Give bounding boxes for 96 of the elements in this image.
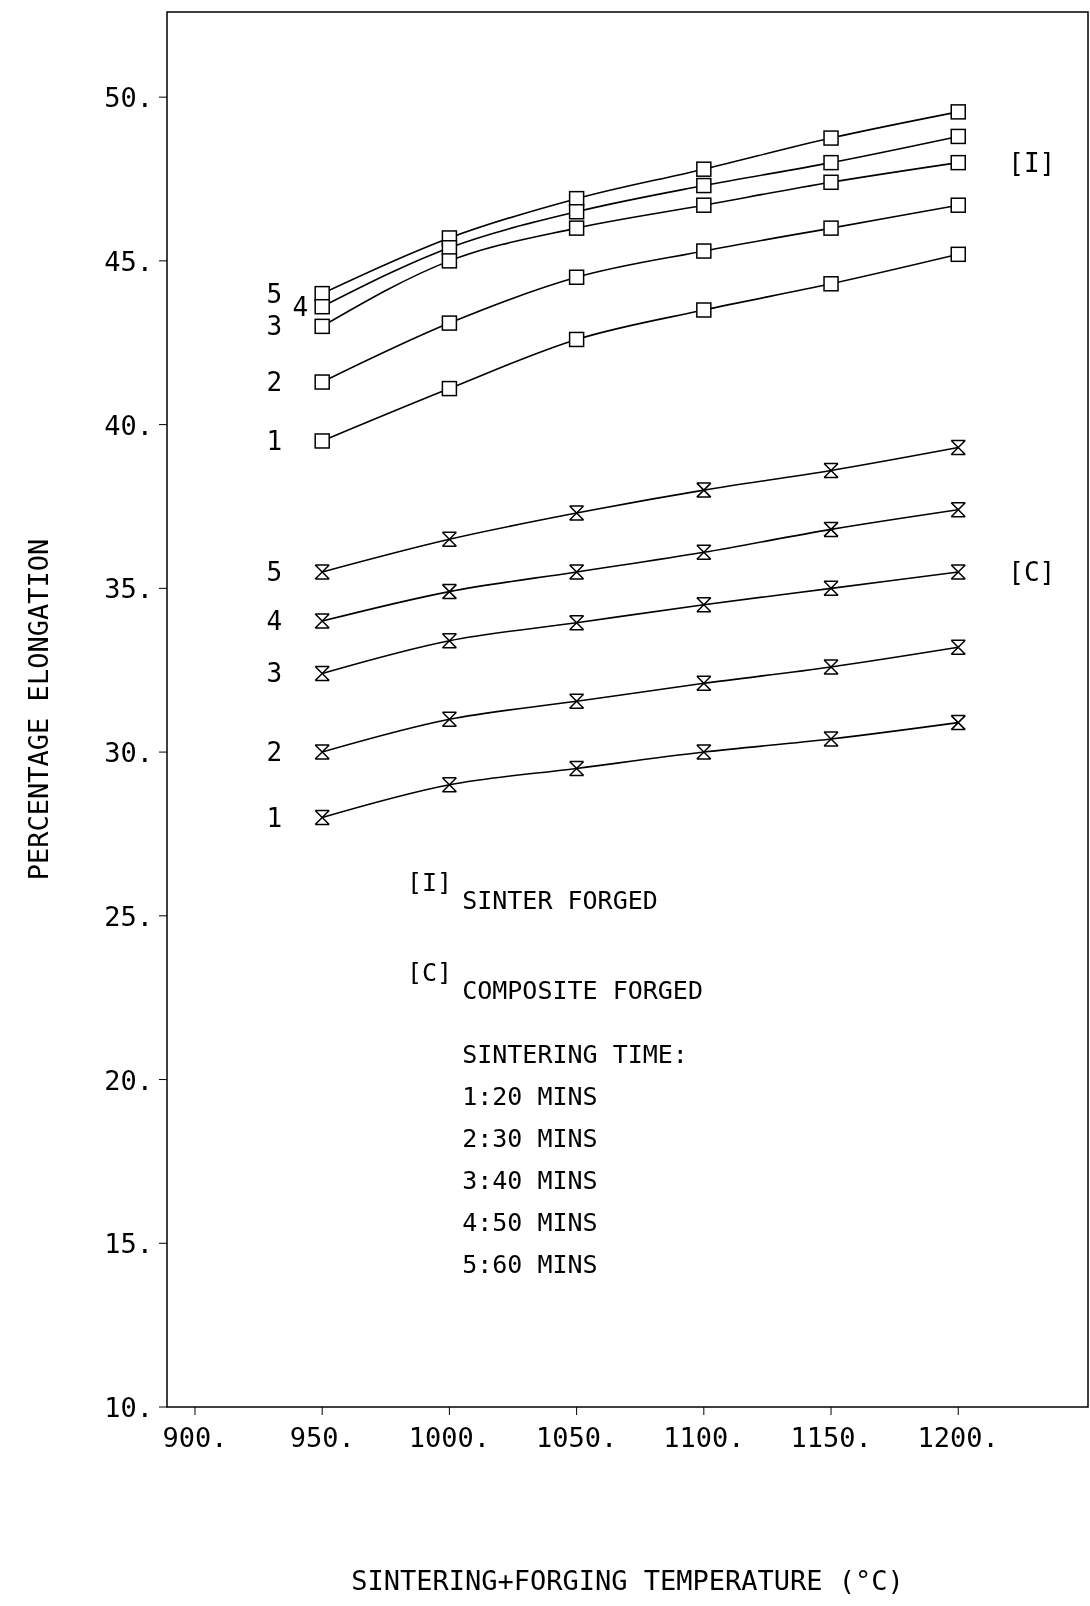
point [314, 665, 330, 682]
point [823, 130, 839, 146]
series-label: 5 [266, 278, 283, 309]
x-tick-label: 1050. [535, 1422, 618, 1453]
annotation: [C] [1008, 556, 1056, 587]
annotation: COMPOSITE FORGED [462, 976, 703, 1006]
point [441, 315, 458, 331]
point [314, 564, 330, 580]
point [950, 564, 966, 580]
point [950, 128, 966, 145]
point [568, 269, 585, 285]
point [314, 298, 330, 315]
annotation: 1:20 MINS [462, 1082, 598, 1112]
point [950, 154, 966, 171]
point [823, 731, 839, 747]
x-tick-label: 950. [289, 1422, 355, 1453]
annotation: 3:40 MINS [462, 1166, 598, 1196]
annotation: SINTERING TIME: [462, 1040, 688, 1070]
annotation: [I] [1008, 147, 1056, 178]
annotation: SINTER FORGED [462, 886, 658, 916]
point [823, 462, 839, 479]
y-tick-label: 50. [104, 82, 153, 114]
series-label: 1 [266, 425, 283, 456]
y-tick-label: 20. [104, 1064, 153, 1096]
series-label: 3 [266, 311, 283, 342]
point [950, 246, 966, 263]
point [441, 711, 458, 728]
point [823, 154, 839, 171]
point [823, 659, 839, 675]
point [314, 374, 330, 390]
annotation: [I] [406, 868, 453, 898]
point [823, 276, 839, 292]
point [441, 380, 458, 397]
point [823, 580, 839, 597]
series-label: 4 [292, 291, 309, 322]
x-tick-label: 1000. [408, 1422, 491, 1453]
point [950, 197, 966, 213]
point [696, 177, 712, 194]
point [696, 243, 712, 259]
point [696, 197, 712, 213]
point [568, 614, 585, 631]
point [441, 531, 458, 547]
y-tick-label: 40. [104, 409, 153, 441]
point [568, 220, 585, 236]
point [696, 596, 712, 613]
y-tick-label: 15. [104, 1228, 153, 1260]
point [441, 253, 458, 269]
point [950, 104, 966, 120]
x-tick-label: 1200. [917, 1422, 999, 1453]
point [696, 302, 712, 318]
point [696, 544, 712, 561]
point [950, 639, 966, 656]
point [696, 744, 712, 760]
point [568, 693, 585, 710]
x-tick-label: 900. [162, 1422, 228, 1453]
y-tick-label: 25. [104, 900, 153, 932]
point [314, 809, 330, 826]
point [823, 174, 839, 191]
point [314, 318, 330, 335]
point [568, 505, 585, 521]
annotation: [C] [406, 958, 453, 988]
point [823, 521, 839, 538]
point [441, 583, 458, 600]
series-label: 2 [266, 367, 283, 398]
series-label: 3 [266, 658, 283, 689]
point [314, 433, 330, 449]
series-label: 2 [266, 737, 283, 768]
annotation: 2:30 MINS [462, 1124, 598, 1154]
point [696, 675, 712, 692]
point [568, 204, 585, 220]
y-tick-label: 45. [104, 245, 153, 277]
y-axis-title: PERCENTAGE ELONGATION [23, 538, 54, 881]
y-tick-label: 10. [104, 1392, 153, 1423]
annotation: 5:60 MINS [462, 1250, 598, 1280]
point [950, 439, 966, 456]
annotation: 4:50 MINS [462, 1208, 598, 1238]
series-label: 4 [266, 606, 283, 637]
point [568, 331, 585, 348]
y-tick-label: 30. [104, 737, 153, 769]
x-tick-label: 1100. [663, 1422, 745, 1453]
point [441, 777, 458, 793]
point [950, 502, 966, 518]
point [568, 760, 585, 777]
point [696, 482, 712, 498]
series-label: 1 [266, 802, 283, 833]
point [950, 714, 966, 731]
point [314, 744, 330, 760]
x-tick-label: 1150. [790, 1422, 872, 1453]
point [441, 632, 458, 649]
series-label: 5 [266, 556, 283, 587]
x-axis-title: SINTERING+FORGING TEMPERATURE (°C) [351, 1565, 904, 1596]
point [696, 161, 712, 177]
y-tick-label: 35. [104, 573, 153, 605]
point [314, 613, 330, 629]
point [823, 220, 839, 236]
point [568, 564, 585, 580]
